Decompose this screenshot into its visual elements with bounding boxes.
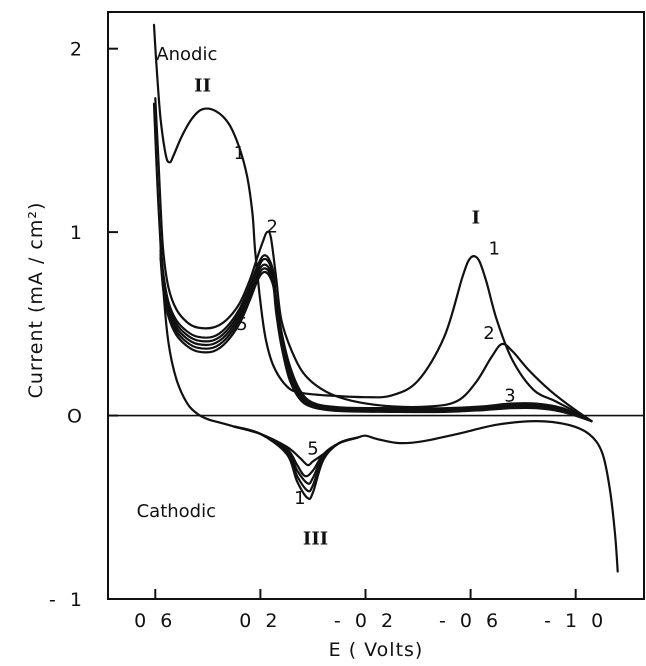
- plot-frame: [107, 11, 645, 600]
- x-tick-label: - 0 2: [334, 610, 397, 632]
- chart-annotation: Anodic: [156, 44, 217, 65]
- y-tick-label: O: [67, 406, 86, 428]
- scan-curve-11: [233, 425, 359, 493]
- chart-annotation: 5: [236, 314, 247, 335]
- voltammogram-curves: [152, 23, 619, 573]
- y-tick-label: - 1: [49, 589, 86, 611]
- scan-curve-4: [159, 243, 593, 423]
- chart-annotation: III: [303, 528, 328, 549]
- x-tick-label: 0 2: [239, 610, 281, 632]
- y-tick-label: 1: [70, 222, 86, 244]
- y-axis-title: Current (mA / cm²): [25, 202, 47, 399]
- chart-annotation: 5: [307, 439, 318, 460]
- scan-curve-5: [159, 249, 593, 423]
- chart-annotation: II: [194, 75, 211, 96]
- x-axis-ticks: 0 6 0 2 - 0 2 - 0 6 - 1 0: [134, 589, 607, 632]
- chart-annotation: 1: [294, 488, 305, 509]
- chart-annotation: 2: [266, 217, 277, 238]
- chart-annotation: Cathodic: [137, 501, 216, 522]
- scan-curve-6: [159, 253, 593, 423]
- x-tick-label: 0 6: [134, 610, 176, 632]
- chart-annotation: I: [472, 207, 480, 228]
- y-tick-label: 2: [70, 39, 86, 61]
- chart-annotation: 1: [234, 143, 245, 164]
- x-tick-label: - 1 0: [544, 610, 607, 632]
- x-axis-title: E ( Volts): [329, 639, 424, 661]
- chart-annotation: 2: [483, 323, 494, 344]
- y-axis-ticks: 2 1 O - 1: [49, 39, 118, 611]
- scan-curve-12: [233, 425, 359, 500]
- chart-annotation: 3: [504, 385, 515, 406]
- scan-curve-2: [154, 97, 593, 423]
- x-tick-label: - 0 6: [439, 610, 502, 632]
- scan-curve-1: [152, 23, 593, 423]
- chart-annotation: 1: [489, 239, 500, 260]
- scan-curve-7: [159, 256, 593, 423]
